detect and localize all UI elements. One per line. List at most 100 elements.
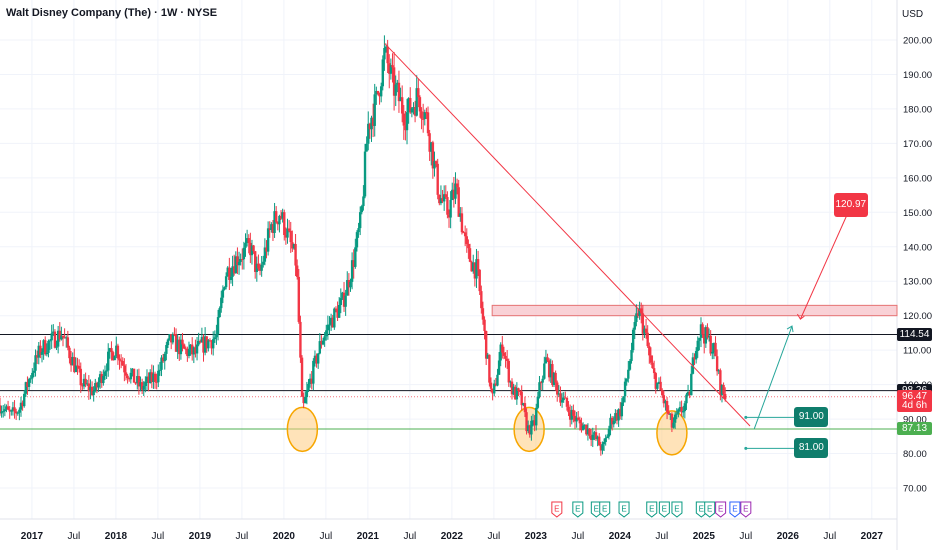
candle [139,376,142,392]
candle [291,230,294,252]
candle-body [554,372,557,383]
candle [53,329,57,349]
candle [297,269,301,324]
candle-body [105,370,108,372]
candle-body [683,403,687,412]
x-tick-label: 2021 [357,531,380,542]
target-price-label[interactable]: 120.97 [833,193,868,218]
candle-body [378,93,381,97]
candle-body [472,262,475,272]
candle [3,403,7,417]
x-tick-label: Jul [739,531,752,542]
candle-body [226,267,229,277]
candle [375,86,378,105]
candle-body [564,397,567,399]
candle-body [5,406,8,410]
candle [547,358,551,382]
candle-body [491,388,494,394]
candle-body [312,360,315,384]
candle-body [615,413,619,421]
candle [279,210,283,220]
candle [418,95,422,118]
candle [90,381,94,397]
target-price-label[interactable]: 81.00 [794,438,829,459]
candle-body [223,287,226,290]
candle-body [207,340,210,349]
candle-body [66,337,70,348]
candle [24,381,28,397]
candle-body [237,261,241,266]
candle [465,228,468,253]
candle-body [245,238,249,244]
candle [670,412,674,433]
candle-body [145,376,149,382]
candle [690,365,693,396]
candle [339,288,343,314]
candle-body [31,372,34,379]
candle-body [467,243,470,249]
candle-body [701,324,704,335]
candle-body [430,142,433,152]
candle [452,176,456,208]
candle [405,98,409,145]
candle-body [667,411,670,414]
candle-body [289,230,292,243]
candle-body [662,395,666,404]
candle [239,253,242,266]
candle [181,333,184,352]
event-letter: E [718,505,723,514]
candle [349,278,352,292]
candle-body [370,117,373,130]
event-letter: E [621,505,626,514]
candle-body [682,411,685,413]
candle-body [179,339,183,355]
candle [698,337,701,351]
candle-body [92,390,95,396]
candle-body [531,420,535,422]
candle-body [218,308,221,318]
candle-body [449,200,452,218]
candle [381,55,384,91]
candle [522,402,525,407]
candle-body [140,382,144,390]
candle [460,207,464,235]
candle-body [276,221,280,225]
candle-body [541,378,544,383]
candle-body [628,360,632,370]
candle [415,75,418,117]
candle [253,250,257,279]
candle [0,397,2,416]
candle-body [216,317,220,335]
target-price-label[interactable]: 91.00 [794,407,829,428]
candle-body [262,261,265,265]
candle-body [56,330,60,347]
candle [116,343,120,365]
candle [449,191,452,229]
candle [682,405,685,418]
candle-body [304,397,307,404]
candle [363,143,367,199]
candle-body [336,309,339,318]
candle-body [231,266,234,277]
candle [31,368,34,384]
candle-body [76,365,79,367]
candle-body [195,344,199,354]
candle-body [131,368,134,373]
candle-body [533,420,536,426]
event-badge [658,501,670,518]
candle-body [247,238,250,243]
candle [593,430,596,441]
event-letter: E [732,505,737,514]
candle-body [460,213,464,233]
event-letter: E [662,505,667,514]
candle-body [476,259,480,270]
candle-body [630,350,633,361]
candle-body [617,409,620,421]
candle [594,425,598,441]
candle [628,358,632,371]
candle [468,243,472,263]
candle-body [294,244,297,266]
candle-body [619,409,622,417]
